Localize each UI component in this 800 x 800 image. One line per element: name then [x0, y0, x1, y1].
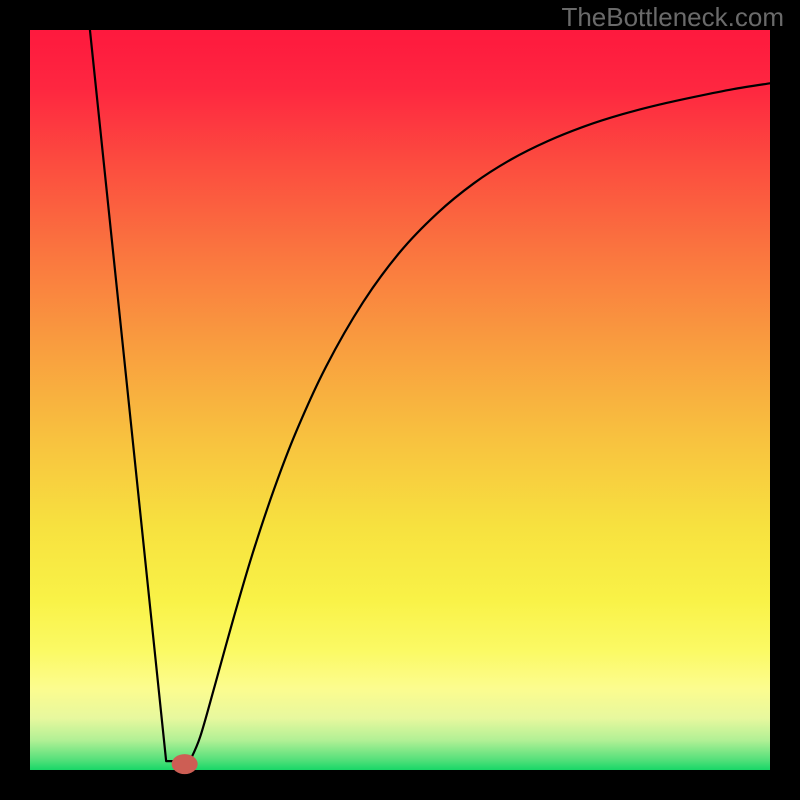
- border-left: [0, 0, 30, 800]
- watermark-text: TheBottleneck.com: [561, 2, 784, 33]
- plot-background: [30, 30, 770, 770]
- border-right: [770, 0, 800, 800]
- border-bottom: [0, 770, 800, 800]
- chart-container: TheBottleneck.com: [0, 0, 800, 800]
